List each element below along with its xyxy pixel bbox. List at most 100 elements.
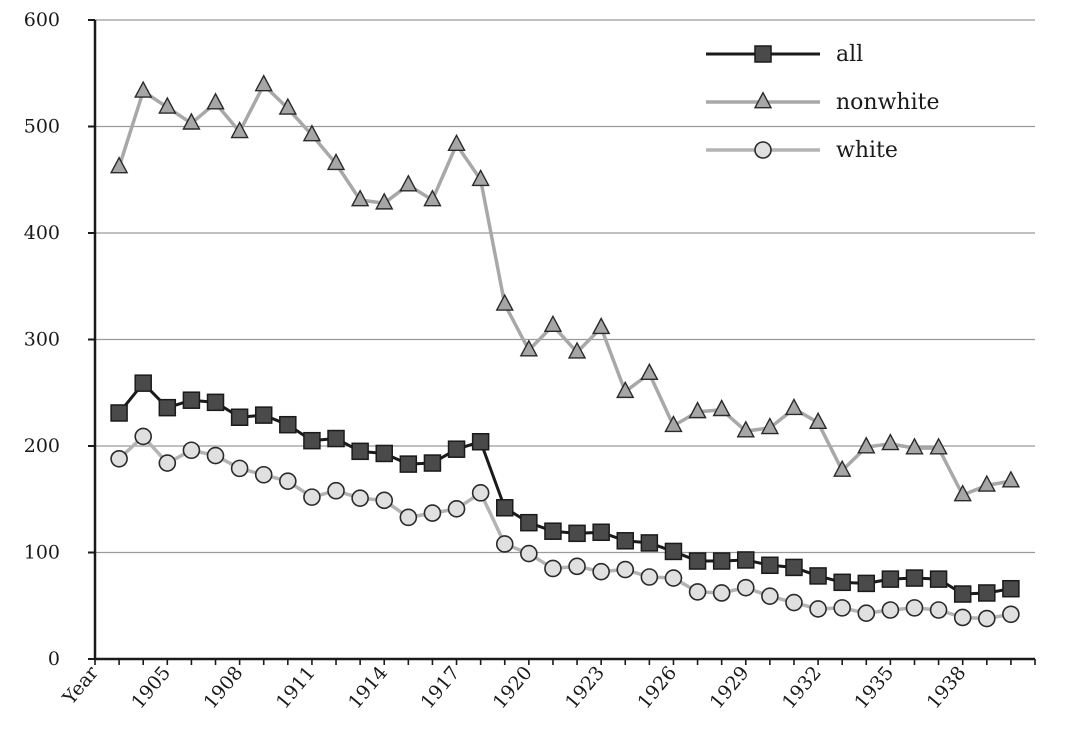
data-point-all: [447, 440, 466, 458]
data-point-all: [544, 522, 562, 540]
data-point-nonwhite: [447, 133, 466, 152]
data-point-all: [592, 523, 610, 542]
data-point-white: [447, 500, 466, 518]
data-point-white: [616, 560, 635, 579]
data-point-nonwhite: [543, 314, 563, 333]
data-point-nonwhite: [784, 397, 804, 416]
data-point-nonwhite: [278, 97, 297, 115]
data-point-white: [303, 488, 321, 506]
data-point-all: [230, 408, 249, 426]
data-point-white: [953, 608, 972, 627]
data-point-all: [833, 573, 851, 592]
data-point-white: [640, 568, 659, 586]
x-tick-label: 1914: [344, 662, 392, 713]
data-point-white: [375, 491, 394, 510]
data-point-nonwhite: [206, 92, 225, 110]
data-point-nonwhite: [640, 362, 659, 380]
y-tick-label: 500: [24, 116, 60, 138]
data-point-nonwhite: [808, 411, 828, 429]
series-layer: [109, 74, 1021, 628]
data-point-all: [929, 570, 948, 588]
data-point-nonwhite: [302, 124, 322, 142]
y-axis: 0 100 200 300 400 500 600: [24, 9, 97, 670]
data-point-nonwhite: [953, 484, 972, 502]
x-tick-label: 1920: [489, 662, 537, 713]
data-point-all: [809, 567, 827, 585]
data-point-nonwhite: [591, 316, 611, 335]
x-tick-label: 1911: [272, 662, 320, 713]
data-point-nonwhite: [760, 417, 780, 435]
data-point-all: [495, 499, 514, 517]
data-point-white: [206, 446, 225, 465]
data-point-white: [736, 578, 755, 597]
data-point-all: [664, 542, 683, 561]
data-point-nonwhite: [929, 437, 948, 455]
data-point-nonwhite: [833, 459, 852, 477]
data-point-nonwhite: [736, 420, 755, 438]
data-point-all: [375, 444, 393, 463]
data-point-white: [327, 481, 345, 500]
data-point-all: [399, 455, 418, 473]
data-point-all: [110, 404, 128, 422]
data-point-all: [520, 513, 538, 532]
data-point-nonwhite: [254, 74, 273, 92]
data-point-all: [351, 442, 369, 461]
data-point-white: [688, 583, 707, 601]
series-nonwhite: [109, 74, 1021, 502]
x-tick-label: 1929: [706, 662, 754, 713]
data-point-nonwhite: [423, 189, 442, 207]
data-point-all: [134, 374, 152, 392]
data-point-all: [905, 569, 924, 587]
series-line-all: [117, 381, 1012, 596]
legend-item-all: all: [706, 42, 863, 67]
data-point-white: [471, 484, 490, 502]
data-point-white: [134, 427, 153, 446]
data-point-all: [206, 393, 225, 412]
x-tick-label: 1932: [778, 662, 826, 713]
data-point-all: [881, 570, 900, 588]
legend-marker-all: [754, 45, 772, 63]
data-point-nonwhite: [1001, 470, 1021, 488]
data-point-white: [857, 604, 876, 623]
data-point-all: [471, 432, 490, 451]
data-point-all: [640, 534, 659, 552]
data-point-nonwhite: [495, 293, 514, 311]
x-tick-label: 1905: [127, 662, 175, 713]
data-point-nonwhite: [375, 192, 394, 210]
data-point-nonwhite: [567, 341, 587, 359]
legend-label: all: [836, 42, 863, 67]
data-point-nonwhite: [688, 401, 707, 419]
data-point-nonwhite: [712, 399, 731, 417]
data-point-white: [254, 465, 273, 484]
data-point-white: [929, 601, 948, 619]
legend: all nonwhite white: [706, 42, 939, 163]
y-tick-label: 600: [24, 9, 60, 31]
data-point-white: [110, 449, 128, 468]
x-tick-label: 1926: [633, 662, 681, 713]
data-point-all: [279, 415, 297, 434]
data-point-all: [1002, 579, 1020, 598]
y-tick-label: 0: [48, 648, 60, 670]
data-point-all: [857, 574, 876, 593]
data-point-nonwhite: [158, 96, 177, 114]
data-point-white: [712, 584, 731, 602]
data-point-nonwhite: [182, 112, 201, 130]
data-point-white: [495, 535, 514, 553]
data-point-white: [399, 508, 418, 527]
data-point-white: [230, 459, 249, 478]
data-point-all: [182, 391, 201, 409]
data-point-all: [761, 556, 779, 575]
data-point-all: [254, 406, 273, 424]
data-point-all: [978, 584, 996, 602]
y-tick-label: 400: [24, 222, 60, 244]
data-point-all: [327, 429, 345, 448]
x-tick-label: 1923: [561, 662, 609, 713]
data-point-nonwhite: [905, 437, 924, 455]
data-point-all: [568, 524, 586, 543]
x-tick-label: 1938: [923, 662, 971, 713]
data-point-all: [303, 431, 321, 450]
data-point-nonwhite: [350, 189, 370, 207]
data-point-nonwhite: [881, 433, 900, 451]
data-point-nonwhite: [399, 174, 418, 192]
